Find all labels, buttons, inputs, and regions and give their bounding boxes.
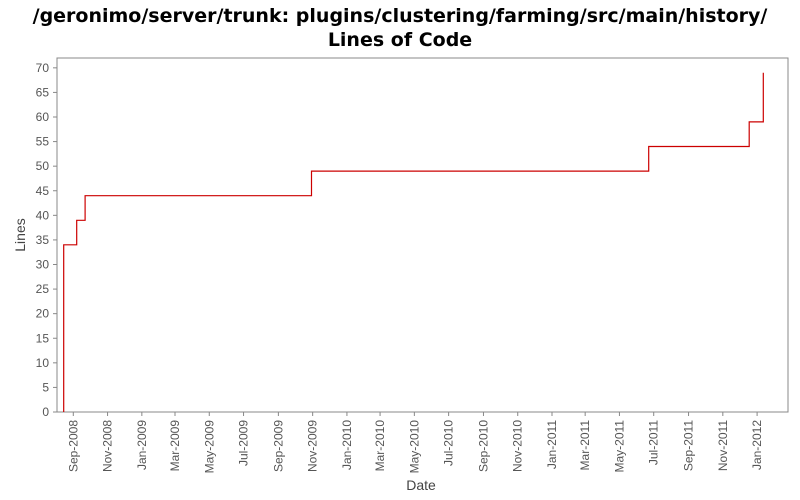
x-tick-label: Sep-2009 xyxy=(271,420,285,472)
y-tick-label: 0 xyxy=(42,405,49,419)
y-tick-label: 20 xyxy=(36,307,50,321)
y-tick-label: 10 xyxy=(36,356,50,370)
x-tick-label: Nov-2009 xyxy=(306,420,320,472)
series-line xyxy=(63,72,764,412)
x-tick-label: May-2009 xyxy=(202,420,216,474)
x-tick-label: Jul-2009 xyxy=(237,420,251,466)
y-tick-label: 5 xyxy=(42,380,49,394)
chart-title-line1: /geronimo/server/trunk: plugins/clusteri… xyxy=(32,5,768,27)
series-layer xyxy=(63,72,764,412)
y-tick-label: 55 xyxy=(36,135,50,149)
x-tick-label: Jan-2009 xyxy=(135,420,149,470)
y-tick-label: 15 xyxy=(36,331,50,345)
y-tick-label: 35 xyxy=(36,233,50,247)
x-tick-label: Jan-2011 xyxy=(545,420,559,469)
y-tick-label: 60 xyxy=(36,110,50,124)
chart-title-line2: Lines of Code xyxy=(327,29,473,51)
x-tick-label: May-2010 xyxy=(407,420,421,474)
x-tick-label: Jan-2010 xyxy=(340,420,354,470)
x-tick-label: Sep-2008 xyxy=(66,420,80,472)
x-tick-label: Jul-2011 xyxy=(647,420,661,465)
y-tick-label: 65 xyxy=(36,85,50,99)
x-tick-label: Mar-2011 xyxy=(578,420,592,471)
x-tick-label: Sep-2010 xyxy=(476,420,490,472)
x-tick-label: Mar-2010 xyxy=(373,420,387,472)
x-axis: Sep-2008 Nov-2008 Jan-2009 Mar-2009 May-2009… xyxy=(66,412,764,473)
y-tick-label: 30 xyxy=(36,258,50,272)
plot-area xyxy=(56,57,789,413)
x-tick-label: May-2011 xyxy=(612,420,626,473)
y-tick-label: 45 xyxy=(36,184,50,198)
x-tick-label: Nov-2008 xyxy=(101,420,115,472)
y-tick-label: 40 xyxy=(36,208,50,222)
x-axis-label: Date xyxy=(406,477,436,493)
y-axis: 0 5 10 15 20 25 30 35 40 45 50 55 60 65 70 xyxy=(36,61,57,419)
y-tick-label: 25 xyxy=(36,282,50,296)
x-tick-label: Mar-2009 xyxy=(168,420,182,472)
x-tick-label: Jan-2012 xyxy=(750,420,764,470)
x-tick-label: Nov-2010 xyxy=(511,420,525,472)
x-tick-label: Nov-2011 xyxy=(716,420,730,471)
chart-title: /geronimo/server/trunk: plugins/clusteri… xyxy=(0,4,800,52)
x-tick-label: Sep-2011 xyxy=(682,420,696,471)
y-tick-label: 70 xyxy=(36,61,50,75)
y-tick-label: 50 xyxy=(36,159,50,173)
x-tick-label: Jul-2010 xyxy=(442,420,456,466)
y-axis-label: Lines xyxy=(12,218,28,251)
